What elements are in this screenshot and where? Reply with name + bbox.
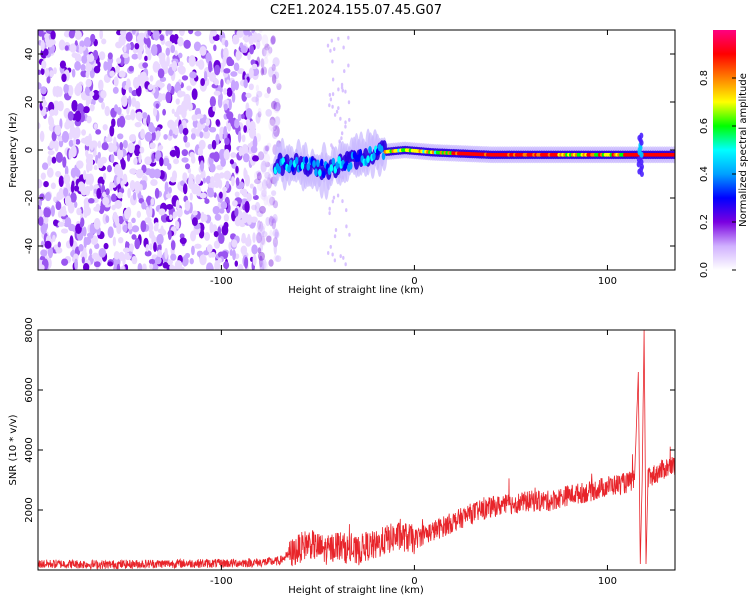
heatmap-axes: -100 0 100 -40 -20 0 20 40: [24, 30, 675, 287]
snr-ylabel: SNR (10 * v/v): [8, 414, 19, 485]
colorbar: [713, 30, 736, 270]
snr-frame: [37, 329, 676, 571]
y-tick-label: 8000: [24, 317, 35, 342]
y-tick-label: -20: [24, 190, 35, 206]
x-tick-label: 0: [411, 576, 417, 587]
x-tick-label: -100: [210, 276, 233, 287]
y-tick-label: 0: [24, 147, 35, 153]
heatmap-signal-ridge: [272, 128, 675, 200]
colorbar-tick-label: 0.0: [699, 262, 710, 278]
heatmap-noise-region: [38, 30, 351, 270]
snr-xlabel: Height of straight line (km): [288, 585, 424, 596]
y-tick-label: 2000: [24, 497, 35, 522]
y-tick-label: 4000: [24, 437, 35, 462]
x-tick-label: 0: [411, 276, 417, 287]
snr-axes: -100 0 100 2000 4000 6000 8000: [24, 317, 675, 587]
x-tick-label: 100: [598, 276, 617, 287]
x-tick-label: -100: [210, 576, 233, 587]
colorbar-tick-label: 0.2: [699, 214, 710, 230]
colorbar-tick-label: 0.8: [699, 70, 710, 86]
colorbar-label: Normalized spectral amplitude: [738, 73, 749, 227]
y-tick-label: 40: [24, 48, 35, 61]
y-tick-label: 20: [24, 96, 35, 109]
heatmap-plot-area: [38, 30, 675, 270]
snr-series-line: [38, 330, 675, 570]
heatmap-ylabel: Frequency (Hz): [8, 112, 19, 188]
y-tick-label: 6000: [24, 377, 35, 402]
snr-plot-area: [38, 330, 675, 570]
colorbar-axes: 0.0 0.2 0.4 0.6 0.8: [699, 70, 736, 278]
colorbar-tick-label: 0.4: [699, 166, 710, 182]
colorbar-tick-label: 0.6: [699, 118, 710, 134]
heatmap-xlabel: Height of straight line (km): [288, 285, 424, 296]
y-tick-label: -40: [24, 238, 35, 254]
chart-title: C2E1.2024.155.07.45.G07: [270, 3, 442, 18]
x-tick-label: 100: [598, 576, 617, 587]
